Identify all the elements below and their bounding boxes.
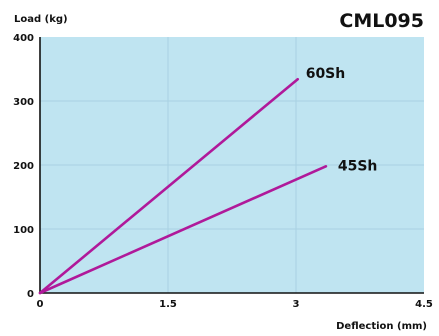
x-tick-label-2: 3 — [293, 299, 300, 310]
series-line-45sh — [38, 165, 328, 295]
y-tick-label-3: 300 — [13, 97, 34, 108]
series-labels: 60Sh 45Sh — [306, 66, 378, 174]
x-tick-label-0: 0 — [37, 299, 44, 310]
x-axis-label: Deflection (mm) — [336, 321, 427, 332]
y-tick-label-4: 400 — [13, 33, 34, 44]
axes — [39, 37, 424, 294]
series-line-60sh — [38, 77, 300, 295]
y-tick-label-1: 100 — [13, 225, 34, 236]
chart-title: CML095 — [339, 10, 424, 32]
series-lines — [38, 77, 328, 295]
y-tick-label-0: 0 — [27, 289, 34, 300]
series-label-60sh: 60Sh — [306, 66, 346, 82]
tick-labels: 0 1.5 3 4.5 0 100 200 300 400 — [13, 33, 433, 310]
x-tick-label-3: 4.5 — [415, 299, 433, 310]
y-axis-label: Load (kg) — [14, 14, 68, 25]
x-tick-label-1: 1.5 — [159, 299, 177, 310]
series-label-45sh: 45Sh — [338, 158, 378, 174]
y-tick-label-2: 200 — [13, 161, 34, 172]
